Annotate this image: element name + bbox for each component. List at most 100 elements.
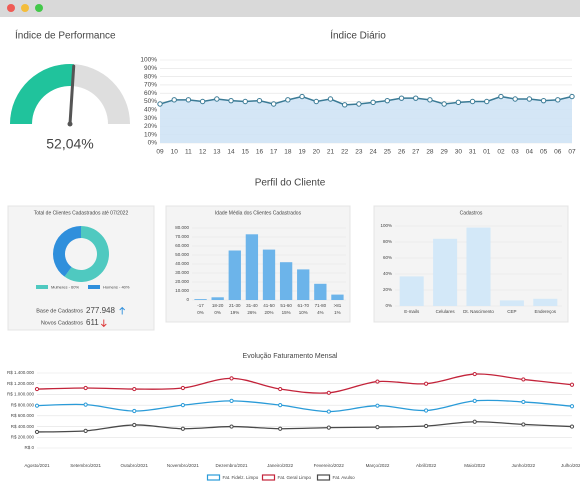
stat-label: Novos Cadastros xyxy=(41,320,83,326)
legend-swatch xyxy=(261,474,276,481)
legend-swatch xyxy=(88,285,100,289)
y-tick-label: 100% xyxy=(380,223,392,228)
x-tick-label: 24 xyxy=(369,149,377,156)
share-label: 26% xyxy=(247,310,256,315)
window-bar xyxy=(0,0,580,17)
bar xyxy=(314,283,327,300)
x-tick-label: 03 xyxy=(512,149,520,156)
point xyxy=(370,99,376,106)
y-tick-label: 10% xyxy=(144,131,157,138)
point xyxy=(540,97,547,104)
trend-arrow xyxy=(119,306,126,315)
x-tick-label: Dt. Nascimento xyxy=(463,309,494,314)
y-tick-label: 60.000 xyxy=(175,243,189,248)
stat-label: Base de Cadastros xyxy=(36,308,83,314)
share-label: 0% xyxy=(214,310,221,315)
point xyxy=(375,425,380,430)
point xyxy=(299,93,305,100)
x-tick-label: Janeiro/2022 xyxy=(267,463,294,468)
point xyxy=(83,402,88,407)
x-tick-label: Maio/2022 xyxy=(464,463,486,468)
close-button[interactable] xyxy=(7,4,15,12)
point xyxy=(171,97,177,103)
bar xyxy=(245,234,259,300)
point xyxy=(398,95,405,101)
bar xyxy=(279,262,293,300)
bar xyxy=(466,227,491,306)
point xyxy=(423,408,429,413)
x-tick-label: 61-70 xyxy=(297,303,309,308)
share-label: 15% xyxy=(282,310,291,315)
chart-title: Cadastros xyxy=(460,210,483,216)
share-label: 4% xyxy=(317,310,324,315)
x-tick-label: 20 xyxy=(313,149,321,156)
point xyxy=(270,101,277,107)
line xyxy=(36,399,573,413)
point xyxy=(356,101,362,107)
point xyxy=(180,426,186,431)
trend-arrow xyxy=(100,319,107,328)
point xyxy=(498,93,504,100)
point xyxy=(242,98,248,105)
share-label: 1% xyxy=(334,310,341,315)
point xyxy=(484,98,490,105)
point xyxy=(132,386,137,392)
bar xyxy=(297,269,310,300)
bar xyxy=(194,299,207,300)
point xyxy=(214,96,220,102)
x-tick-label: 16 xyxy=(256,149,264,156)
point xyxy=(512,96,518,102)
y-tick-label: 10.000 xyxy=(175,288,189,293)
x-tick-label: 41-50 xyxy=(263,303,275,308)
legend-swatch xyxy=(206,474,221,481)
bar xyxy=(533,298,558,306)
y-tick-label: 0% xyxy=(385,303,392,308)
y-tick-label: R$ 200.000 xyxy=(11,434,35,439)
bar xyxy=(262,249,276,300)
point xyxy=(185,97,192,103)
y-tick-label: R$ 1.000.000 xyxy=(7,392,35,397)
x-tick-label: 25 xyxy=(384,149,392,156)
point xyxy=(228,97,234,104)
x-tick-label: 07 xyxy=(568,149,576,156)
legend-label: Homens - 40% xyxy=(103,285,130,290)
share-label: 0% xyxy=(197,310,204,315)
maximize-button[interactable] xyxy=(35,4,43,12)
point xyxy=(229,376,234,381)
x-tick-label: E-mails xyxy=(404,309,420,314)
point xyxy=(341,102,348,108)
y-tick-label: 40% xyxy=(144,107,157,114)
y-tick-label: 0 xyxy=(186,297,189,302)
point xyxy=(326,390,331,395)
x-tick-label: 05 xyxy=(540,149,548,156)
x-tick-label: 23 xyxy=(355,149,363,156)
y-tick-label: 20% xyxy=(383,287,392,292)
x-tick-label: Agosto/2021 xyxy=(24,463,50,468)
x-tick-label: >81 xyxy=(334,303,342,308)
y-tick-label: 20% xyxy=(144,123,157,130)
y-tick-label: 0% xyxy=(148,140,158,147)
point xyxy=(472,398,477,403)
y-tick-label: R$ 1.400.000 xyxy=(7,370,35,375)
x-tick-label: 09 xyxy=(156,149,164,156)
x-tick-label: 21 xyxy=(327,149,335,156)
x-tick-label: Setembro/2021 xyxy=(70,463,101,468)
y-tick-label: 40.000 xyxy=(175,261,189,266)
x-tick-label: Março/2022 xyxy=(366,463,390,468)
x-tick-label: Julho/2022 xyxy=(561,463,580,468)
point xyxy=(472,371,477,377)
x-tick-label: 51-60 xyxy=(280,303,292,308)
y-tick-label: 50% xyxy=(144,98,157,105)
y-tick-label: 90% xyxy=(144,65,157,72)
x-tick-label: 13 xyxy=(213,149,221,156)
point xyxy=(180,385,186,391)
bar xyxy=(499,300,524,306)
x-tick-label: 30 xyxy=(455,149,463,156)
minimize-button[interactable] xyxy=(21,4,29,12)
x-tick-label: 31 xyxy=(469,149,477,156)
area xyxy=(160,96,572,143)
share-label: 10% xyxy=(299,310,308,315)
chart-title: Índice Diário xyxy=(330,29,386,42)
point xyxy=(278,386,283,392)
point xyxy=(521,422,526,427)
